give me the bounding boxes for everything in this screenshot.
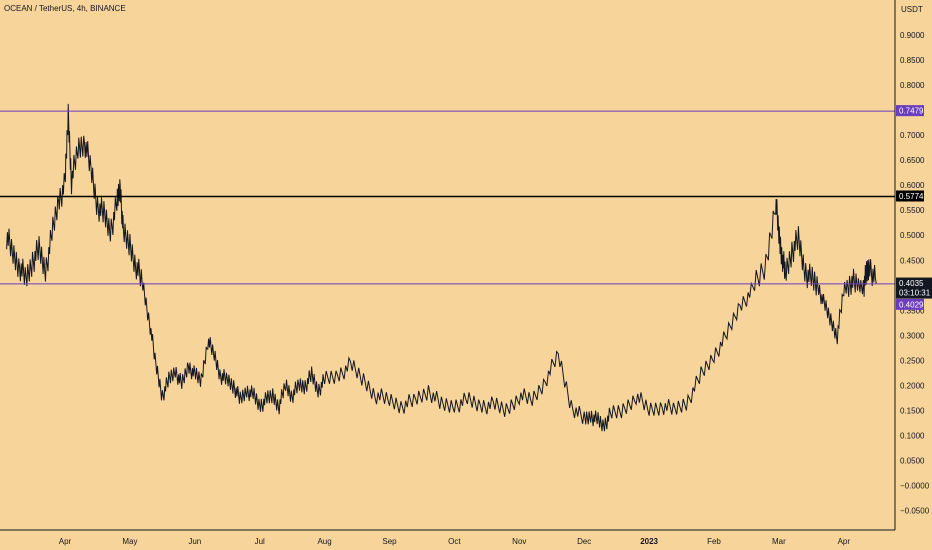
price-series-line xyxy=(6,103,877,432)
time-tick-label: Nov xyxy=(512,537,526,546)
price-tick-label: 0.5500 xyxy=(900,206,925,215)
price-badge xyxy=(896,298,924,310)
price-tick-label: 0.6500 xyxy=(900,156,925,165)
price-badge xyxy=(896,105,924,117)
price-tick-label: 0.6000 xyxy=(900,181,925,190)
price-tick-label: 0.5000 xyxy=(900,231,925,240)
price-tick-label: 0.4500 xyxy=(900,256,925,265)
price-tick-label: 0.1000 xyxy=(900,431,925,440)
price-tick-label: 0.2000 xyxy=(900,381,925,390)
price-axis-unit: USDT xyxy=(901,5,923,14)
price-tick-label: 0.8500 xyxy=(900,56,925,65)
price-tick-label: 0.3000 xyxy=(900,331,925,340)
price-badge-label: 0.7479 xyxy=(899,107,924,116)
price-tick-label: −0.0500 xyxy=(900,507,930,516)
price-tick-label: 0.1500 xyxy=(900,406,925,415)
price-tick-label: 0.0500 xyxy=(900,457,925,466)
time-tick-label: 2023 xyxy=(640,537,658,546)
price-tick-label: 0.3500 xyxy=(900,306,925,315)
horizontal-lines-layer[interactable] xyxy=(0,110,895,285)
time-tick-label: Feb xyxy=(707,537,721,546)
time-tick-label: Sep xyxy=(382,537,397,546)
bar-countdown-label: 03:10:31 xyxy=(899,289,931,298)
price-badge-label: 0.4029 xyxy=(899,300,924,309)
time-tick-label: Aug xyxy=(317,537,331,546)
price-axis-ticks[interactable]: 0.9000 0.8500 0.8000 0.7000 0.6500 0.6000 0.55… xyxy=(900,31,930,516)
time-tick-label: Apr xyxy=(59,537,72,546)
axis-layer xyxy=(0,0,896,531)
last-price-label: 0.4035 xyxy=(899,279,924,288)
time-axis-ticks[interactable]: Apr May Jun Jul Aug Sep Oct Nov Dec 2023 Feb Mar Apr xyxy=(59,537,851,546)
price-tick-label: 0.8000 xyxy=(900,81,925,90)
time-tick-label: Mar xyxy=(772,537,786,546)
price-tick-label: 0.7000 xyxy=(900,131,925,140)
symbol-title[interactable]: OCEAN / TetherUS, 4h, BINANCE xyxy=(4,4,126,13)
time-tick-label: Apr xyxy=(838,537,851,546)
time-tick-label: May xyxy=(122,537,137,546)
price-line-layer xyxy=(6,103,877,432)
time-tick-label: Jun xyxy=(188,537,201,546)
price-tick-label: −0.0000 xyxy=(900,482,930,491)
price-tick-label: 0.9000 xyxy=(900,31,925,40)
time-tick-label: Oct xyxy=(448,537,461,546)
price-tick-label: 0.2500 xyxy=(900,356,925,365)
time-tick-label: Jul xyxy=(255,537,265,546)
time-tick-label: Dec xyxy=(577,537,591,546)
last-price-badge xyxy=(896,277,932,299)
price-badge xyxy=(896,190,924,202)
price-badge-label: 0.5774 xyxy=(899,192,924,201)
